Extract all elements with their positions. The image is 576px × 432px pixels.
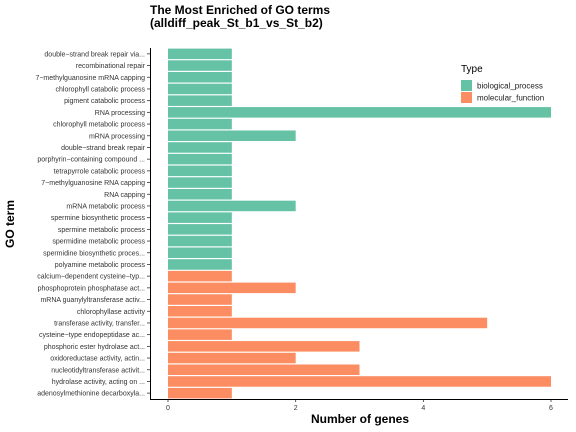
bar-14 xyxy=(168,212,232,223)
legend-title: Type xyxy=(461,64,483,75)
y-tick-label-26: oxidoreductase activity, actin... xyxy=(50,356,145,363)
y-tick-label-15: spermine metabolic process xyxy=(58,227,146,234)
bar-29 xyxy=(168,387,232,399)
y-tick-label-21: mRNA guanylyltransferase activ... xyxy=(40,297,145,304)
bar-4 xyxy=(168,95,232,106)
y-tick-label-23: transferase activity, transfer... xyxy=(54,320,145,327)
bar-15 xyxy=(168,224,232,235)
bar-3 xyxy=(168,83,232,95)
x-axis: 0 2 4 6 xyxy=(166,399,553,412)
x-tick-label-2: 4 xyxy=(421,405,425,412)
legend-swatch-molecular-function xyxy=(461,92,472,103)
y-tick-label-4: pigment catabolic process xyxy=(64,98,145,105)
y-tick-label-9: porphyrin−containing compound ... xyxy=(37,157,145,164)
bar-27 xyxy=(168,364,360,376)
legend-swatch-biological-process xyxy=(461,80,472,91)
y-tick-label-18: polyamine metabolic process xyxy=(55,262,146,269)
legend-label-biological-process: biological_process xyxy=(477,82,543,91)
x-axis-title: Number of genes xyxy=(311,412,409,426)
y-tick-labels: double−strand break repair via... recombi… xyxy=(35,51,150,398)
bar-28 xyxy=(168,376,551,387)
y-tick-label-17: spermidine biosynthetic proces... xyxy=(43,250,145,257)
legend: Type biological_process molecular_functi… xyxy=(461,64,544,103)
bar-16 xyxy=(168,235,232,247)
y-tick-label-5: RNA processing xyxy=(95,110,145,117)
y-tick-label-6: chlorophyll metabolic process xyxy=(53,122,145,129)
bar-5 xyxy=(168,107,551,118)
y-tick-label-7: mRNA processing xyxy=(89,133,145,140)
y-tick-label-24: cysteine−type endopeptidase ac... xyxy=(39,332,145,339)
bar-12 xyxy=(168,188,232,200)
y-tick-label-14: spermine biosynthetic process xyxy=(51,215,146,222)
x-tick-label-3: 6 xyxy=(549,405,553,412)
bar-23 xyxy=(168,317,488,329)
y-tick-label-8: double−strand break repair xyxy=(61,145,146,152)
y-tick-label-25: phosphoric ester hydrolase act... xyxy=(44,344,145,351)
y-tick-label-10: tetrapyrrole catabolic process xyxy=(54,168,146,175)
y-tick-label-0: double−strand break repair via... xyxy=(44,51,145,58)
bar-8 xyxy=(168,142,232,153)
y-tick-label-2: 7−methylguanosine mRNA capping xyxy=(35,75,145,82)
y-tick-label-16: spermidine metabolic process xyxy=(52,239,145,246)
y-tick-label-13: mRNA metabolic process xyxy=(66,203,145,210)
bar-10 xyxy=(168,165,232,177)
bar-17 xyxy=(168,247,232,259)
bar-19 xyxy=(168,270,232,282)
bar-21 xyxy=(168,294,232,305)
legend-label-molecular-function: molecular_function xyxy=(477,94,544,103)
bar-18 xyxy=(168,259,232,270)
y-axis-title: GO term xyxy=(3,200,17,248)
y-tick-label-19: calcium−dependent cysteine−typ... xyxy=(37,274,145,281)
bar-25 xyxy=(168,341,360,352)
bar-9 xyxy=(168,153,232,165)
y-tick-label-27: nucleotidyltransferase activit... xyxy=(51,367,145,374)
y-tick-label-20: phosphoprotein phosphatase act... xyxy=(38,285,145,292)
x-tick-label-1: 2 xyxy=(294,405,298,412)
bar-1 xyxy=(168,60,232,71)
bar-13 xyxy=(168,200,296,212)
y-tick-label-3: chlorophyll catabolic process xyxy=(56,86,146,93)
x-tick-label-0: 0 xyxy=(166,405,170,412)
bar-2 xyxy=(168,71,232,83)
bars-group xyxy=(168,48,551,399)
y-tick-label-29: adenosylmethionine decarboxyla... xyxy=(37,391,145,398)
bar-24 xyxy=(168,329,232,340)
bar-22 xyxy=(168,305,232,317)
bar-20 xyxy=(168,282,296,294)
bar-0 xyxy=(168,48,232,60)
y-tick-label-12: RNA capping xyxy=(104,192,145,199)
y-tick-label-1: recombinational repair xyxy=(76,63,146,70)
bar-11 xyxy=(168,177,232,188)
y-tick-label-11: 7−methylguanosine RNA capping xyxy=(41,180,145,187)
y-tick-label-28: hydrolase activity, acting on ... xyxy=(52,379,145,386)
bar-7 xyxy=(168,130,296,142)
bar-26 xyxy=(168,352,296,364)
bar-6 xyxy=(168,118,232,130)
chart-title-line1: The Most Enriched of GO terms xyxy=(150,3,330,17)
chart-title-line2: (alldiff_peak_St_b1_vs_St_b2) xyxy=(150,16,323,30)
y-tick-label-22: chlorophyllase activity xyxy=(77,309,146,316)
